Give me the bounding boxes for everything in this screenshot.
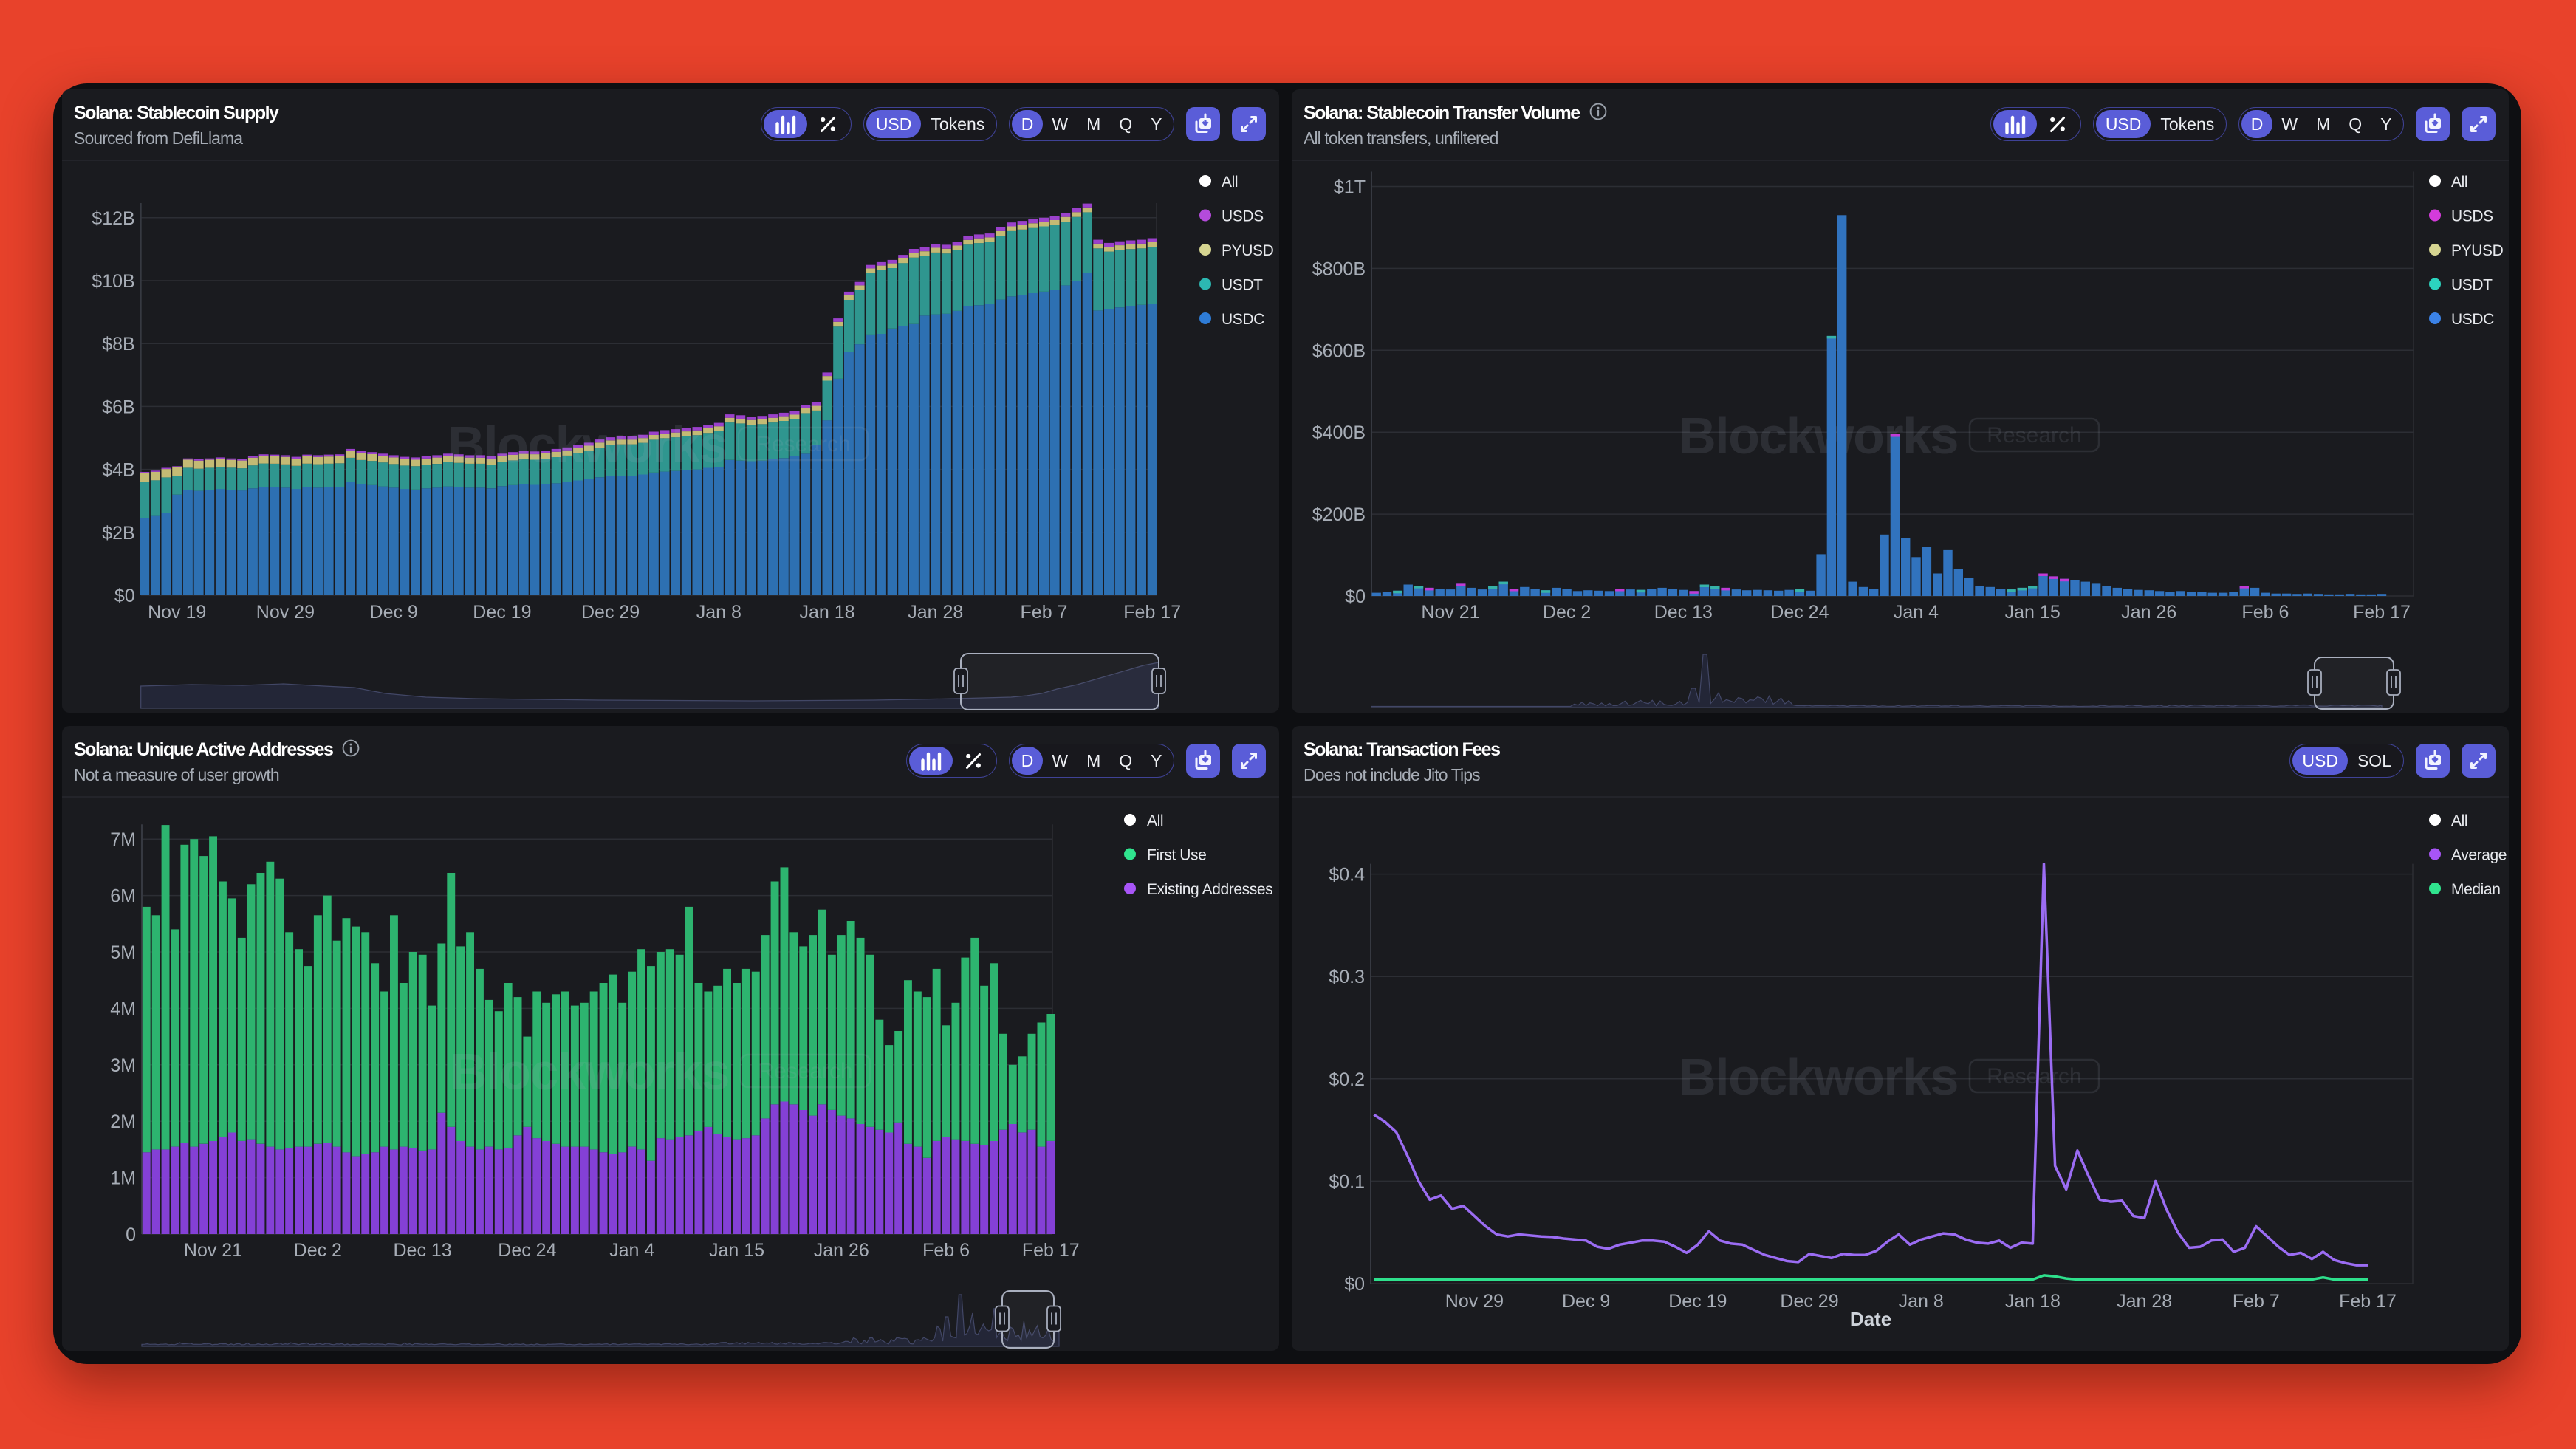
svg-text:Research: Research bbox=[1987, 423, 2081, 448]
svg-text:All: All bbox=[1222, 174, 1238, 191]
svg-text:Dec 2: Dec 2 bbox=[1543, 602, 1591, 623]
svg-text:Blockworks: Blockworks bbox=[448, 416, 727, 473]
svg-text:$0: $0 bbox=[114, 586, 135, 606]
svg-text:$600B: $600B bbox=[1312, 340, 1366, 361]
svg-text:Research: Research bbox=[756, 432, 850, 456]
svg-text:Average: Average bbox=[2451, 847, 2507, 864]
svg-text:USDS: USDS bbox=[1222, 208, 1264, 225]
svg-text:Jan 15: Jan 15 bbox=[2005, 602, 2061, 623]
svg-text:Dec 9: Dec 9 bbox=[370, 602, 418, 623]
svg-text:Feb 7: Feb 7 bbox=[1021, 602, 1068, 623]
svg-text:Research: Research bbox=[758, 1059, 852, 1083]
svg-text:Nov 19: Nov 19 bbox=[148, 602, 206, 623]
svg-text:$0: $0 bbox=[1345, 586, 1366, 607]
svg-text:Dec 9: Dec 9 bbox=[1562, 1291, 1610, 1312]
svg-text:Dec 29: Dec 29 bbox=[1780, 1291, 1838, 1312]
svg-text:Feb 6: Feb 6 bbox=[2241, 602, 2289, 623]
svg-text:1M: 1M bbox=[110, 1168, 136, 1189]
svg-text:Nov 29: Nov 29 bbox=[1445, 1291, 1504, 1312]
svg-text:USDT: USDT bbox=[2451, 277, 2493, 294]
svg-text:PYUSD: PYUSD bbox=[2451, 242, 2504, 259]
svg-text:Dec 13: Dec 13 bbox=[1654, 602, 1713, 623]
svg-text:USDC: USDC bbox=[2451, 311, 2494, 328]
svg-text:7M: 7M bbox=[110, 829, 136, 850]
svg-text:$200B: $200B bbox=[1312, 504, 1366, 525]
svg-text:$400B: $400B bbox=[1312, 422, 1366, 443]
svg-text:Feb 17: Feb 17 bbox=[1123, 602, 1181, 623]
svg-text:Jan 28: Jan 28 bbox=[908, 602, 963, 623]
svg-text:Dec 29: Dec 29 bbox=[581, 602, 640, 623]
svg-text:Jan 8: Jan 8 bbox=[696, 602, 741, 623]
svg-text:Nov 21: Nov 21 bbox=[1421, 602, 1479, 623]
svg-text:Feb 17: Feb 17 bbox=[2339, 1291, 2397, 1312]
svg-text:3M: 3M bbox=[110, 1055, 136, 1076]
svg-text:$12B: $12B bbox=[92, 208, 134, 229]
svg-text:Feb 6: Feb 6 bbox=[922, 1240, 970, 1261]
svg-text:All: All bbox=[1147, 812, 1163, 829]
svg-text:Jan 4: Jan 4 bbox=[1894, 602, 1939, 623]
svg-text:2M: 2M bbox=[110, 1111, 136, 1132]
svg-text:$0.1: $0.1 bbox=[1329, 1171, 1365, 1192]
svg-text:$0.3: $0.3 bbox=[1329, 967, 1365, 987]
svg-text:Blockworks: Blockworks bbox=[450, 1043, 729, 1100]
svg-text:Dec 13: Dec 13 bbox=[393, 1240, 451, 1261]
svg-text:$0.4: $0.4 bbox=[1329, 865, 1365, 886]
svg-text:Dec 24: Dec 24 bbox=[498, 1240, 556, 1261]
svg-text:Jan 28: Jan 28 bbox=[2117, 1291, 2172, 1312]
svg-text:Jan 18: Jan 18 bbox=[2005, 1291, 2061, 1312]
svg-text:4M: 4M bbox=[110, 998, 136, 1019]
svg-text:Blockworks: Blockworks bbox=[1679, 1048, 1958, 1106]
svg-text:Dec 19: Dec 19 bbox=[473, 602, 531, 623]
svg-text:PYUSD: PYUSD bbox=[1222, 242, 1274, 259]
svg-text:Blockworks: Blockworks bbox=[1679, 407, 1958, 465]
svg-text:Feb 7: Feb 7 bbox=[2233, 1291, 2280, 1312]
svg-text:Research: Research bbox=[1987, 1064, 2081, 1089]
svg-text:USDS: USDS bbox=[2451, 208, 2493, 225]
svg-text:USDC: USDC bbox=[1222, 311, 1264, 328]
svg-text:Dec 24: Dec 24 bbox=[1770, 602, 1829, 623]
svg-text:Jan 26: Jan 26 bbox=[2121, 602, 2176, 623]
svg-text:All: All bbox=[2451, 174, 2467, 191]
svg-text:Jan 15: Jan 15 bbox=[709, 1240, 764, 1261]
svg-text:First Use: First Use bbox=[1147, 847, 1206, 864]
svg-text:$800B: $800B bbox=[1312, 258, 1366, 279]
svg-text:$8B: $8B bbox=[102, 334, 134, 354]
svg-text:Nov 21: Nov 21 bbox=[184, 1240, 242, 1261]
svg-text:6M: 6M bbox=[110, 886, 136, 907]
svg-text:5M: 5M bbox=[110, 942, 136, 963]
svg-text:Existing Addresses: Existing Addresses bbox=[1147, 881, 1272, 898]
svg-text:$2B: $2B bbox=[102, 523, 134, 544]
svg-text:Jan 8: Jan 8 bbox=[1899, 1291, 1944, 1312]
svg-text:Jan 26: Jan 26 bbox=[814, 1240, 869, 1261]
svg-text:Jan 4: Jan 4 bbox=[609, 1240, 654, 1261]
svg-text:Nov 29: Nov 29 bbox=[256, 602, 315, 623]
svg-text:Dec 19: Dec 19 bbox=[1668, 1291, 1727, 1312]
svg-text:$0.2: $0.2 bbox=[1329, 1069, 1365, 1090]
svg-text:$0: $0 bbox=[1344, 1274, 1365, 1295]
svg-text:Dec 2: Dec 2 bbox=[294, 1240, 342, 1261]
svg-text:Median: Median bbox=[2451, 881, 2500, 898]
svg-text:Feb 17: Feb 17 bbox=[1022, 1240, 1080, 1261]
svg-text:$4B: $4B bbox=[102, 460, 134, 481]
svg-text:$6B: $6B bbox=[102, 397, 134, 417]
svg-text:$1T: $1T bbox=[1334, 177, 1366, 198]
svg-text:All: All bbox=[2451, 812, 2467, 829]
svg-text:$10B: $10B bbox=[92, 271, 134, 292]
svg-text:0: 0 bbox=[126, 1224, 136, 1245]
svg-text:Jan 18: Jan 18 bbox=[799, 602, 854, 623]
svg-text:Feb 17: Feb 17 bbox=[2353, 602, 2411, 623]
svg-text:Date: Date bbox=[1850, 1308, 1891, 1330]
svg-text:USDT: USDT bbox=[1222, 277, 1263, 294]
